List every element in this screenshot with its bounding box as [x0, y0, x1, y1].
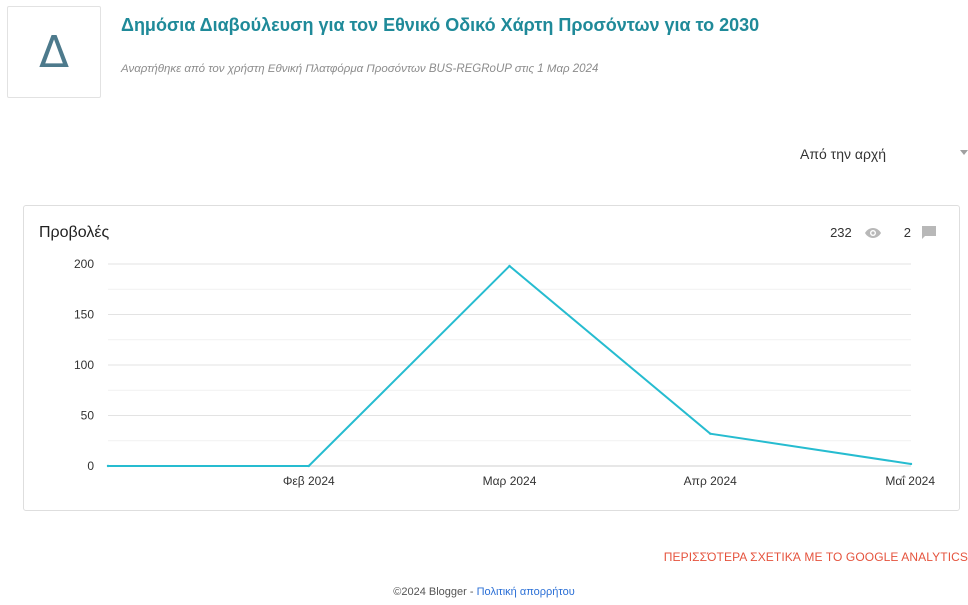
date-range-selected: Από την αρχή [800, 146, 887, 162]
x-tick-label: Μαΐ 2024 [885, 474, 935, 488]
footer: ©2024 Blogger - Πολιτική απορρήτου [0, 586, 968, 598]
views-series-line [108, 264, 912, 467]
data-point [307, 464, 310, 468]
avatar-letter: Δ [38, 26, 70, 78]
eye-icon [864, 227, 881, 238]
date-range-dropdown[interactable]: Από την αρχή [800, 143, 968, 165]
x-tick-label: Απρ 2024 [684, 474, 737, 488]
y-tick-label: 100 [74, 358, 94, 372]
views-line-chart: 0 50 100 150 200 Φεβ 2024 Μαρ 2024 Απρ 2024 Μαΐ … [74, 257, 935, 488]
y-tick-label: 50 [81, 409, 95, 423]
post-title[interactable]: Δημόσια Διαβούλευση για τον Εθνικό Οδικό… [121, 15, 760, 35]
dropdown-caret-icon [960, 150, 968, 155]
data-point [709, 432, 712, 435]
y-tick-label: 0 [87, 459, 94, 473]
data-point [508, 264, 511, 268]
post-meta: Αναρτήθηκε από τον χρήστη Εθνική Πλατφόρ… [121, 63, 599, 75]
comments-count: 2 [903, 225, 911, 240]
privacy-policy-link[interactable]: Πολιτική απορρήτου [476, 586, 575, 598]
y-tick-label: 200 [74, 257, 94, 271]
views-count: 232 [830, 225, 852, 240]
x-tick-label: Μαρ 2024 [483, 474, 537, 488]
views-card: Προβολές 232 2 0 50 100 150 200 Φεβ 2024 Μαρ 2… [23, 205, 960, 511]
views-card-title: Προβολές [39, 224, 110, 241]
y-tick-label: 150 [74, 308, 94, 322]
google-analytics-link[interactable]: Περισσότερα σχετικά με το Google Analyti… [663, 550, 968, 564]
data-point [909, 462, 913, 466]
comment-icon [922, 226, 936, 239]
post-avatar: Δ [7, 6, 101, 98]
footer-copyright: ©2024 Blogger - [393, 586, 477, 598]
x-tick-label: Φεβ 2024 [283, 474, 335, 488]
stats-summary: 232 2 [830, 225, 937, 240]
data-point [106, 464, 110, 468]
